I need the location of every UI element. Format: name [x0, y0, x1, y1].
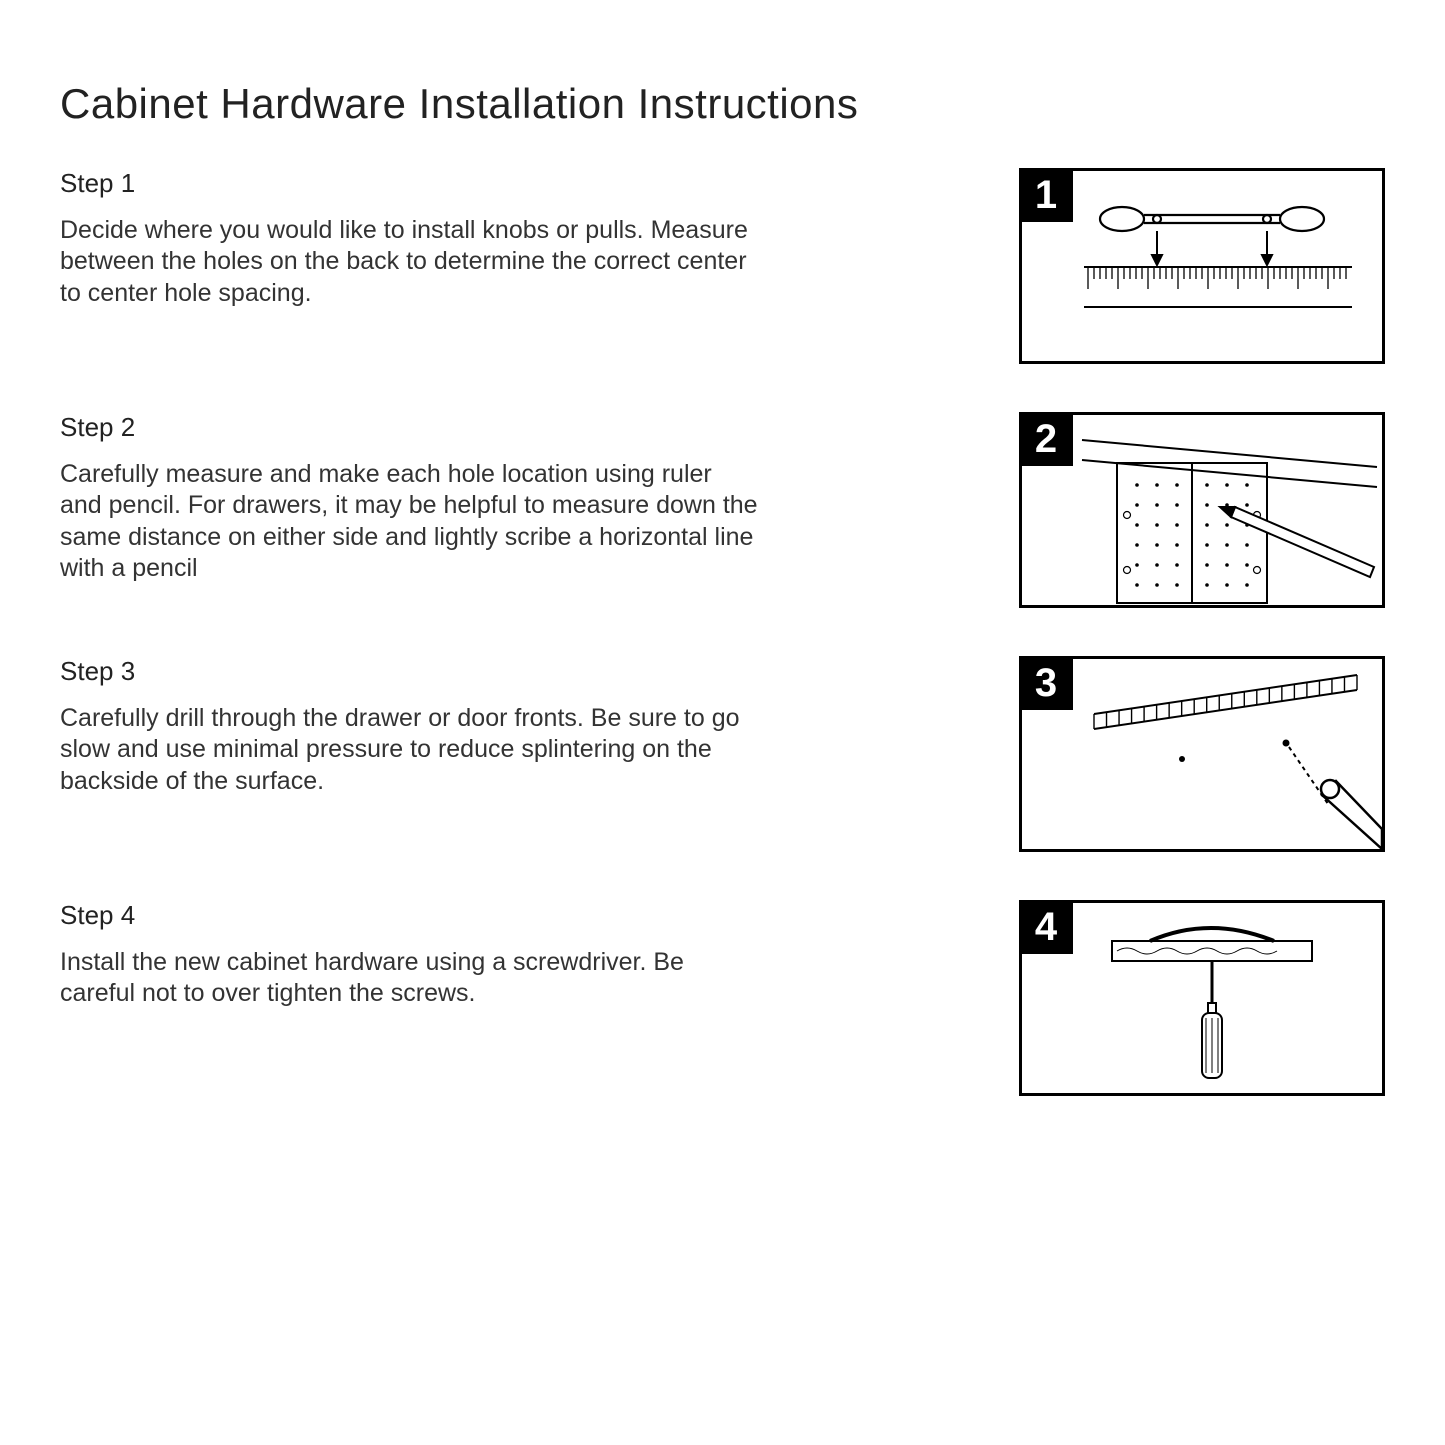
step-1: Step 1 Decide where you would like to in…	[60, 168, 1385, 364]
instruction-page: Cabinet Hardware Installation Instructio…	[0, 0, 1445, 1096]
step-4-figure: 4	[1019, 900, 1385, 1096]
ruler-pull-icon	[1022, 171, 1382, 361]
step-4-text: Step 4 Install the new cabinet hardware …	[60, 900, 790, 1010]
step-4-body: Install the new cabinet hardware using a…	[60, 947, 760, 1010]
step-2-figure: 2	[1019, 412, 1385, 608]
step-3-figure: 3	[1019, 656, 1385, 852]
step-3-heading: Step 3	[60, 656, 760, 687]
step-1-text: Step 1 Decide where you would like to in…	[60, 168, 790, 309]
template-pencil-icon	[1022, 415, 1382, 605]
step-2: Step 2 Carefully measure and make each h…	[60, 412, 1385, 608]
step-2-body: Carefully measure and make each hole loc…	[60, 459, 760, 584]
step-3: Step 3 Carefully drill through the drawe…	[60, 656, 1385, 852]
step-4: Step 4 Install the new cabinet hardware …	[60, 900, 1385, 1096]
step-3-body: Carefully drill through the drawer or do…	[60, 703, 760, 797]
page-title: Cabinet Hardware Installation Instructio…	[60, 80, 1385, 128]
step-3-text: Step 3 Carefully drill through the drawe…	[60, 656, 790, 797]
step-1-body: Decide where you would like to install k…	[60, 215, 760, 309]
step-1-heading: Step 1	[60, 168, 760, 199]
step-4-heading: Step 4	[60, 900, 760, 931]
step-1-figure: 1	[1019, 168, 1385, 364]
drill-icon	[1022, 659, 1382, 849]
step-2-text: Step 2 Carefully measure and make each h…	[60, 412, 790, 584]
screwdriver-icon	[1022, 903, 1382, 1093]
step-2-heading: Step 2	[60, 412, 760, 443]
